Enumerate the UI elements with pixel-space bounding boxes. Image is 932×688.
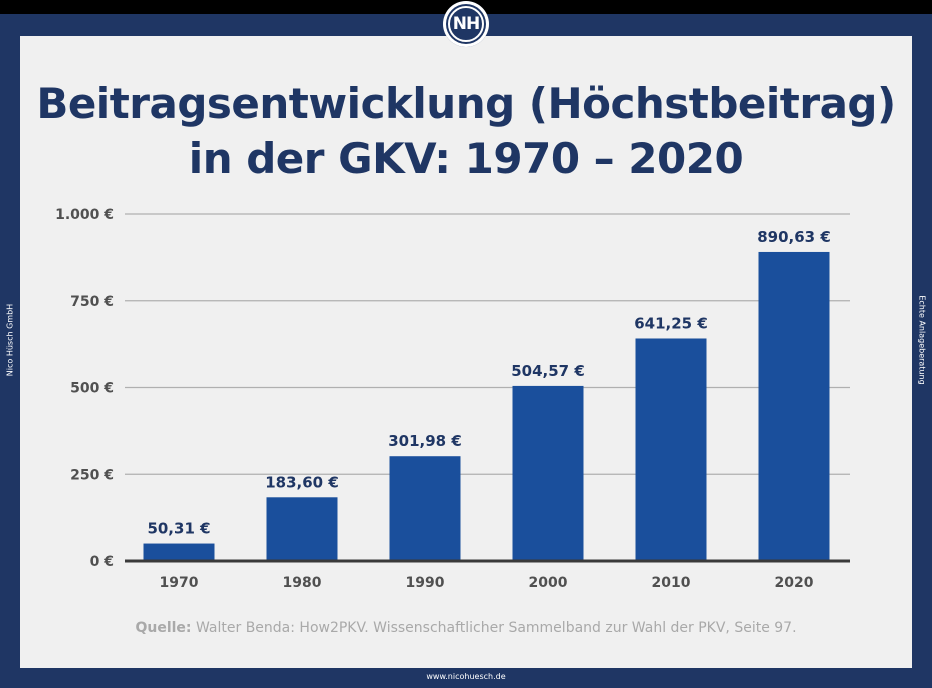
chart-title: Beitragsentwicklung (Höchstbeitrag) in d… — [20, 76, 912, 186]
data-label: 50,31 € — [147, 520, 210, 538]
bar — [758, 251, 830, 561]
x-tick-label: 1980 — [283, 575, 322, 591]
y-tick-label: 0 € — [90, 554, 114, 570]
y-tick-label: 750 € — [70, 294, 114, 310]
bar — [266, 497, 338, 561]
data-label: 504,57 € — [511, 362, 585, 380]
source-label: Quelle: — [135, 620, 192, 636]
x-tick-label: 1990 — [406, 575, 445, 591]
footer-url: www.nicohuesch.de — [426, 672, 506, 681]
brand-logo: NH — [443, 1, 489, 47]
y-tick-label: 1.000 € — [55, 207, 114, 223]
bar — [143, 543, 215, 561]
data-label: 301,98 € — [388, 432, 462, 450]
x-tick-label: 2000 — [529, 575, 568, 591]
title-line-2: in der GKV: 1970 – 2020 — [188, 134, 744, 183]
bar — [512, 385, 584, 561]
source-note: Quelle: Walter Benda: How2PKV. Wissensch… — [20, 620, 912, 636]
x-tick-label: 2020 — [775, 575, 814, 591]
data-label: 183,60 € — [265, 473, 339, 491]
x-tick-label: 1970 — [160, 575, 199, 591]
y-tick-label: 500 € — [70, 381, 114, 397]
x-tick-label: 2010 — [652, 575, 691, 591]
y-tick-label: 250 € — [70, 467, 114, 483]
bar — [635, 338, 707, 561]
title-line-1: Beitragsentwicklung (Höchstbeitrag) — [36, 79, 896, 128]
logo-monogram: NH — [448, 6, 484, 42]
bar — [389, 456, 461, 561]
data-label: 890,63 € — [757, 228, 831, 246]
data-label: 641,25 € — [634, 314, 708, 332]
source-text: Walter Benda: How2PKV. Wissenschaftliche… — [191, 620, 797, 636]
